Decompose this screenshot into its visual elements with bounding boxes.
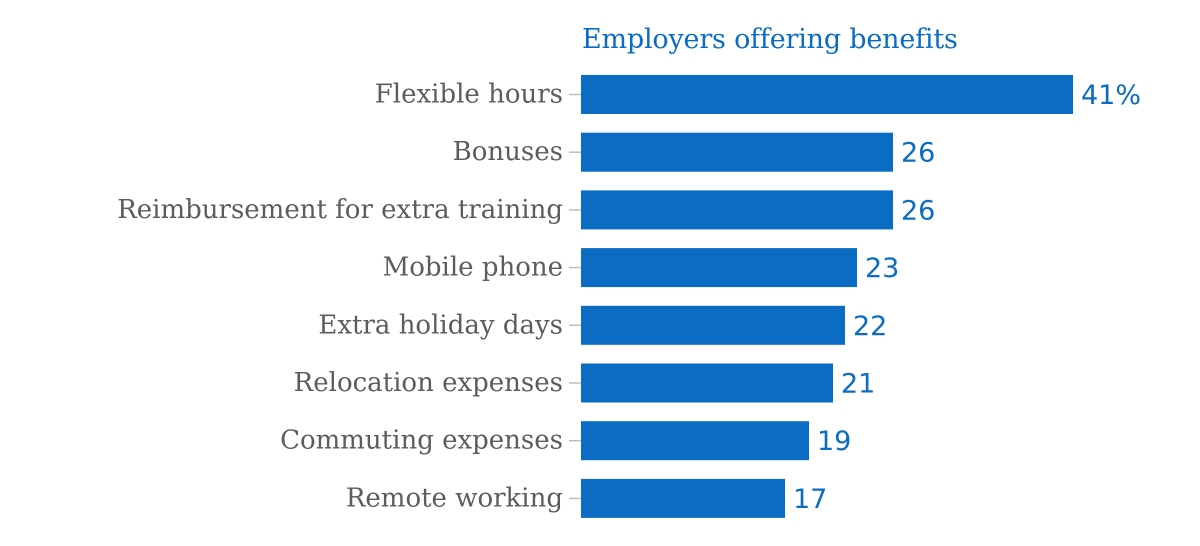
bar (581, 478, 785, 518)
value-label: 22 (853, 311, 887, 342)
category-label: Reimbursement for extra training (117, 195, 563, 225)
bar (581, 363, 833, 403)
chart-title: Employers offering benefits (582, 24, 958, 55)
value-label: 23 (865, 253, 899, 284)
category-label: Bonuses (453, 137, 563, 167)
bar (581, 248, 857, 288)
bar (581, 132, 893, 172)
category-label: Mobile phone (383, 253, 563, 283)
category-label: Remote working (346, 483, 563, 513)
bar (581, 75, 1073, 114)
value-label: 41% (1081, 80, 1141, 111)
category-label: Relocation expenses (294, 368, 563, 398)
category-label: Commuting expenses (280, 426, 563, 456)
value-label: 26 (901, 138, 935, 169)
value-label: 19 (817, 426, 851, 457)
value-label: 26 (901, 195, 935, 226)
bar (581, 190, 893, 230)
category-label: Flexible hours (375, 80, 563, 110)
bar (581, 305, 845, 345)
value-label: 17 (793, 484, 827, 515)
category-label: Extra holiday days (318, 310, 563, 340)
bar (581, 421, 809, 461)
value-label: 21 (841, 369, 875, 400)
